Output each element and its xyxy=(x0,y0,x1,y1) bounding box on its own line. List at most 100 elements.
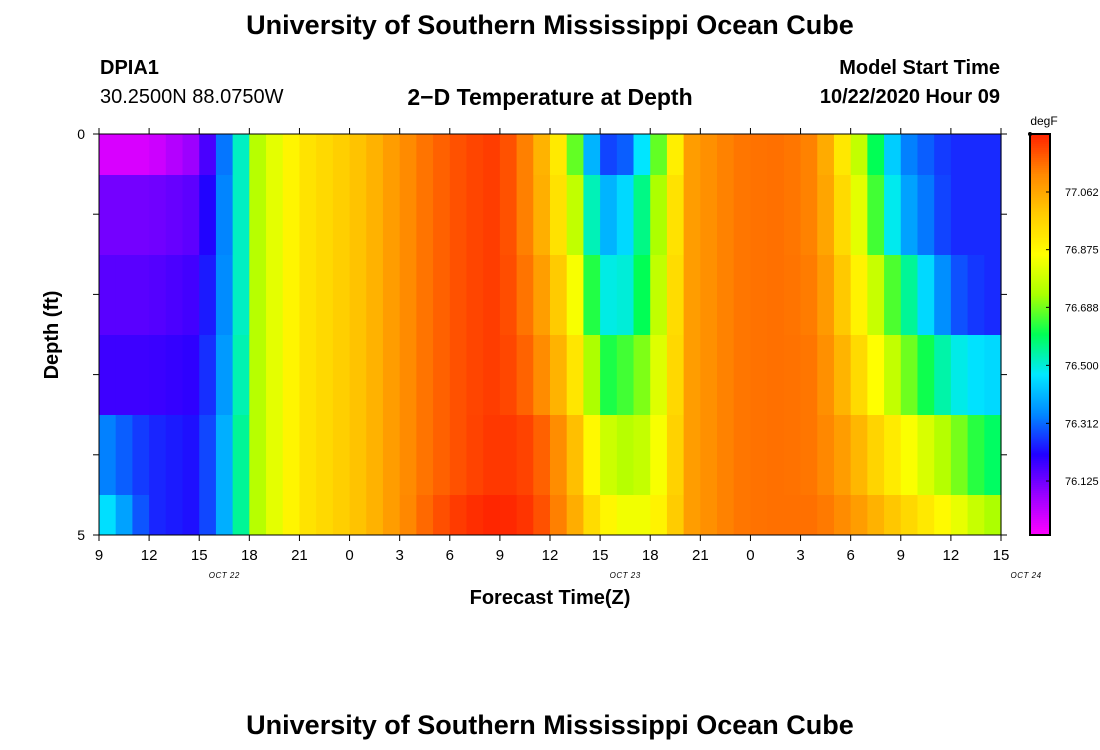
colorbar-swatch xyxy=(1030,358,1050,362)
colorbar-swatch xyxy=(1030,528,1050,532)
colorbar-swatch xyxy=(1030,288,1050,291)
colorbar-swatch xyxy=(1030,180,1050,183)
heatmap-cell xyxy=(149,415,167,495)
heatmap-cell xyxy=(583,255,601,335)
heatmap-cell xyxy=(533,495,551,535)
heatmap-cell xyxy=(299,335,317,415)
heatmap-cell xyxy=(449,335,468,415)
heatmap-cell xyxy=(316,415,334,495)
heatmap-cell xyxy=(249,335,267,415)
colorbar-swatch xyxy=(1030,406,1050,410)
heatmap-cell xyxy=(149,175,167,255)
heatmap-cell xyxy=(850,175,868,255)
heatmap-cell xyxy=(934,415,952,495)
heatmap-cell xyxy=(767,255,785,335)
heatmap-cell xyxy=(900,495,919,535)
heatmap-cell xyxy=(232,415,250,495)
colorbar-swatch xyxy=(1030,446,1050,450)
heatmap-cell xyxy=(867,495,885,535)
heatmap-cell xyxy=(499,415,518,495)
colorbar-swatch xyxy=(1030,154,1050,157)
heatmap-cell xyxy=(884,335,902,415)
heatmap-cell xyxy=(382,255,401,335)
heatmap-cell xyxy=(783,175,802,255)
colorbar-swatch xyxy=(1030,306,1050,310)
heatmap-cell xyxy=(900,415,919,495)
colorbar-swatch xyxy=(1030,460,1050,464)
heatmap-cell xyxy=(666,495,685,535)
heatmap-cell xyxy=(717,495,735,535)
heatmap-cell xyxy=(616,415,635,495)
heatmap-cell xyxy=(700,415,718,495)
colorbar-swatch xyxy=(1030,526,1050,530)
heatmap-cell xyxy=(282,335,301,415)
heatmap-cell xyxy=(115,134,133,175)
heatmap-cell xyxy=(533,415,551,495)
heatmap-cell xyxy=(499,175,518,255)
x-tick-label: 12 xyxy=(141,547,158,564)
heatmap-cell xyxy=(466,134,484,175)
heatmap-cell xyxy=(416,335,434,415)
colorbar-swatch xyxy=(1030,332,1050,336)
heatmap-cell xyxy=(332,495,351,535)
heatmap-cells xyxy=(99,134,1002,535)
heatmap-cell xyxy=(833,175,852,255)
colorbar-tick-label: 76.312 xyxy=(1065,418,1099,430)
heatmap-cell xyxy=(433,134,451,175)
heatmap-cell xyxy=(416,175,434,255)
colorbar-swatch xyxy=(1030,416,1050,420)
heatmap-cell xyxy=(867,415,885,495)
heatmap-cell xyxy=(533,134,551,175)
colorbar-swatch xyxy=(1030,438,1050,442)
heatmap-cell xyxy=(99,335,117,415)
heatmap-cell xyxy=(466,335,484,415)
colorbar-swatch xyxy=(1030,186,1050,189)
heatmap-cell xyxy=(967,495,985,535)
station-id: DPIA1 xyxy=(100,57,159,79)
heatmap-cell xyxy=(967,255,985,335)
model-start-value: 10/22/2020 Hour 09 xyxy=(819,86,1000,108)
heatmap-cell xyxy=(600,495,618,535)
heatmap-cell xyxy=(817,175,835,255)
colorbar-swatch xyxy=(1030,484,1050,488)
colorbar-swatch xyxy=(1030,272,1050,275)
colorbar-swatch xyxy=(1030,212,1050,215)
heatmap-cell xyxy=(767,134,785,175)
colorbar-swatch xyxy=(1030,274,1050,277)
heatmap-cell xyxy=(249,134,267,175)
heatmap-cell xyxy=(650,335,668,415)
heatmap-cell xyxy=(249,255,267,335)
heatmap-cell xyxy=(833,335,852,415)
colorbar-swatch xyxy=(1030,502,1050,506)
heatmap-cell xyxy=(767,175,785,255)
colorbar-swatch xyxy=(1030,238,1050,241)
x-tick-label: 18 xyxy=(642,547,659,564)
heatmap-cell xyxy=(700,134,718,175)
colorbar-swatch xyxy=(1030,330,1050,334)
colorbar-swatch xyxy=(1030,148,1050,151)
heatmap-cell xyxy=(900,255,919,335)
y-tick-label: 5 xyxy=(77,527,85,543)
heatmap-cell xyxy=(165,415,184,495)
heatmap-cell xyxy=(132,134,150,175)
colorbar-swatch xyxy=(1030,260,1050,263)
heatmap-cell xyxy=(399,255,417,335)
heatmap-cell xyxy=(750,255,768,335)
heatmap-cell xyxy=(499,335,518,415)
heatmap-cell xyxy=(783,335,802,415)
colorbar-swatch xyxy=(1030,244,1050,247)
heatmap-cell xyxy=(349,255,367,335)
x-day-label: OCT 24 xyxy=(1011,571,1042,580)
heatmap-cell xyxy=(950,175,969,255)
heatmap-cell xyxy=(215,255,234,335)
heatmap-cell xyxy=(449,415,468,495)
heatmap-cell xyxy=(817,415,835,495)
heatmap-cell xyxy=(850,255,868,335)
x-day-label: OCT 22 xyxy=(209,571,240,580)
heatmap-cell xyxy=(215,335,234,415)
heatmap-cell xyxy=(199,175,217,255)
heatmap-cell xyxy=(132,175,150,255)
heatmap-cell xyxy=(950,415,969,495)
heatmap-cell xyxy=(165,335,184,415)
